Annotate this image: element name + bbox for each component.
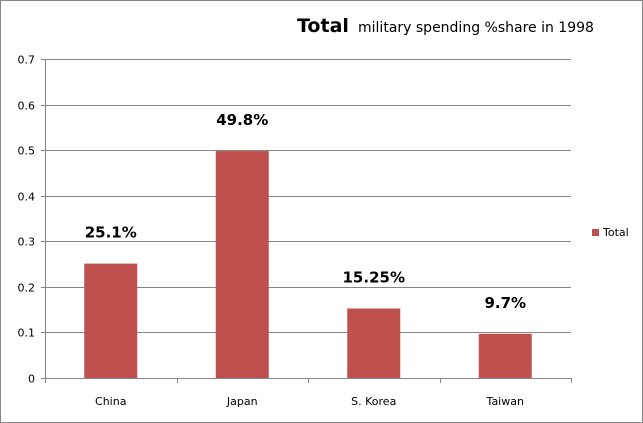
- legend-label: Total: [603, 226, 629, 239]
- data-label: 25.1%: [85, 224, 137, 242]
- legend: Total: [592, 226, 629, 239]
- x-tick-label: Japan: [226, 395, 258, 408]
- data-label: 15.25%: [343, 269, 405, 287]
- x-tick-label: Taiwan: [486, 395, 524, 408]
- data-label: 9.7%: [484, 294, 526, 312]
- chart-title-main: Total: [297, 15, 349, 37]
- bar-japan: [215, 151, 269, 378]
- legend-swatch: [592, 229, 599, 236]
- y-tick-label: 0.2: [18, 282, 36, 295]
- data-label: 49.8%: [216, 111, 268, 129]
- y-tick-label: 0.3: [18, 236, 36, 249]
- y-tick-label: 0.7: [18, 54, 36, 67]
- x-tick-label: China: [95, 395, 126, 408]
- bar-skorea: [347, 308, 401, 378]
- chart-title: Total military spending %share in 1998: [297, 15, 594, 37]
- y-tick-label: 0: [28, 373, 35, 386]
- x-tick-label: S. Korea: [351, 395, 396, 408]
- chart-title-sub: military spending %share in 1998: [358, 20, 594, 36]
- y-tick-label: 0.1: [18, 327, 36, 340]
- y-tick-label: 0.5: [18, 145, 36, 158]
- bar-taiwan: [478, 333, 532, 378]
- y-tick-label: 0.6: [18, 100, 36, 113]
- y-tick-label: 0.4: [18, 191, 36, 204]
- bar-china: [84, 263, 138, 378]
